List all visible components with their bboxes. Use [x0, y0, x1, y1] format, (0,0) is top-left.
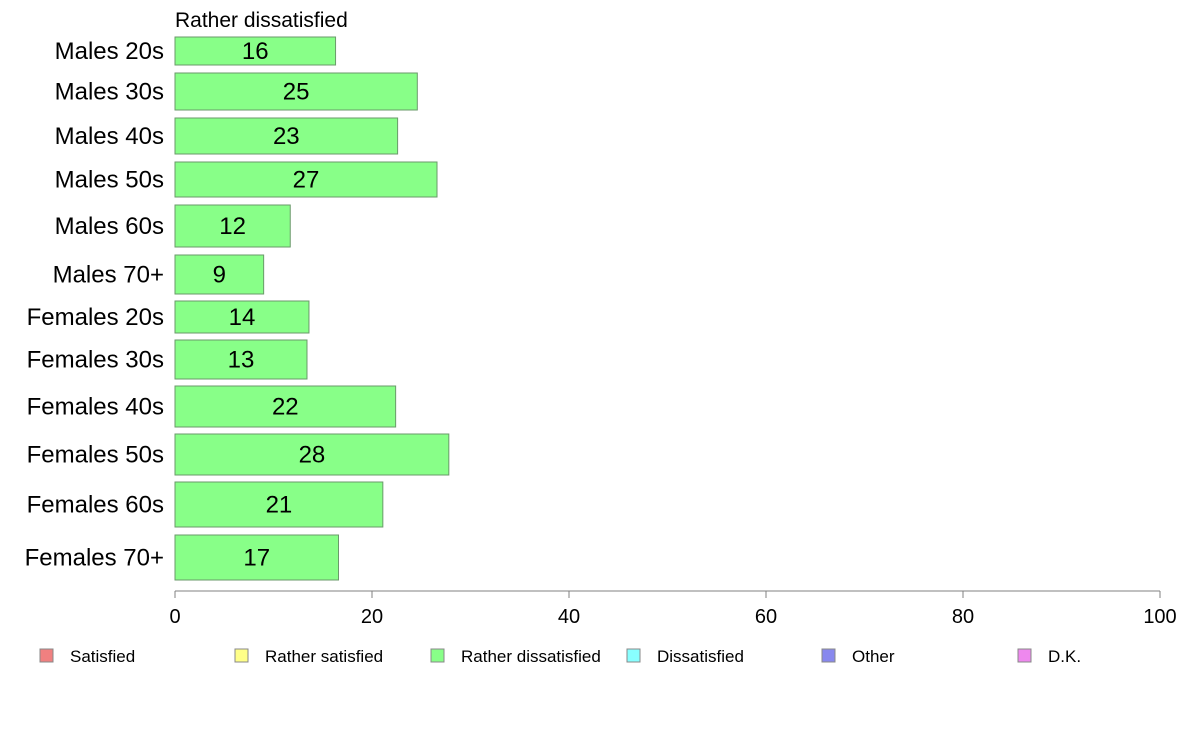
data-label: 17 [243, 545, 270, 572]
legend-swatch [821, 648, 836, 663]
legend-swatch [626, 648, 641, 663]
data-label: 9 [213, 262, 226, 289]
x-tick-label: 60 [755, 606, 777, 628]
legend-swatch [234, 648, 249, 663]
legend-label: D.K. [1048, 647, 1081, 666]
bar [174, 433, 450, 476]
chart-title: Rather dissatisfied [175, 9, 348, 32]
bar [174, 204, 291, 248]
bar [174, 117, 399, 155]
bar [174, 534, 340, 581]
data-label: 23 [273, 123, 300, 150]
category-label: Males 30s [55, 79, 164, 106]
x-tick-label: 40 [558, 606, 580, 628]
legend-label: Dissatisfied [657, 647, 744, 666]
data-label: 16 [242, 38, 269, 65]
legend-swatch [1017, 648, 1032, 663]
data-label: 28 [299, 442, 326, 469]
legend-label: Rather dissatisfied [461, 647, 601, 666]
legend-label: Rather satisfied [265, 647, 383, 666]
legend-swatch [430, 648, 445, 663]
legend-label: Other [852, 647, 895, 666]
data-label: 21 [266, 492, 293, 519]
category-label: Females 60s [27, 492, 164, 519]
category-label: Males 70+ [53, 262, 164, 289]
x-tick-label: 80 [952, 606, 974, 628]
data-label: 13 [228, 347, 255, 374]
x-axis: 0 20 40 60 80 100 [169, 590, 1177, 628]
category-label: Females 70+ [25, 545, 164, 572]
bar [174, 385, 397, 428]
data-label: 14 [229, 304, 256, 331]
bar [174, 300, 310, 334]
category-label: Females 50s [27, 442, 164, 469]
bar [174, 161, 438, 198]
data-label: 22 [272, 394, 299, 421]
category-label: Females 20s [27, 304, 164, 331]
x-tick-label: 20 [361, 606, 383, 628]
bar [174, 36, 337, 66]
legend-label: Satisfied [70, 647, 135, 666]
category-label: Males 60s [55, 213, 164, 240]
legend: Satisfied Rather satisfied Rather dissatis… [39, 647, 1081, 666]
category-label: Males 40s [55, 123, 164, 150]
category-label: Females 30s [27, 347, 164, 374]
bar [174, 339, 308, 380]
x-tick-label: 100 [1143, 606, 1176, 628]
bar [174, 254, 265, 295]
bars-group: Males 20s 16 Males 30s 25 Males 40s 23 Males 5… [25, 36, 450, 581]
legend-swatch [39, 648, 54, 663]
category-label: Females 40s [27, 394, 164, 421]
category-label: Males 50s [55, 167, 164, 194]
x-tick-label: 0 [169, 606, 180, 628]
data-label: 27 [293, 167, 320, 194]
data-label: 12 [219, 213, 246, 240]
data-label: 25 [283, 79, 310, 106]
bar [174, 481, 384, 528]
bar [174, 72, 418, 111]
category-label: Males 20s [55, 38, 164, 65]
